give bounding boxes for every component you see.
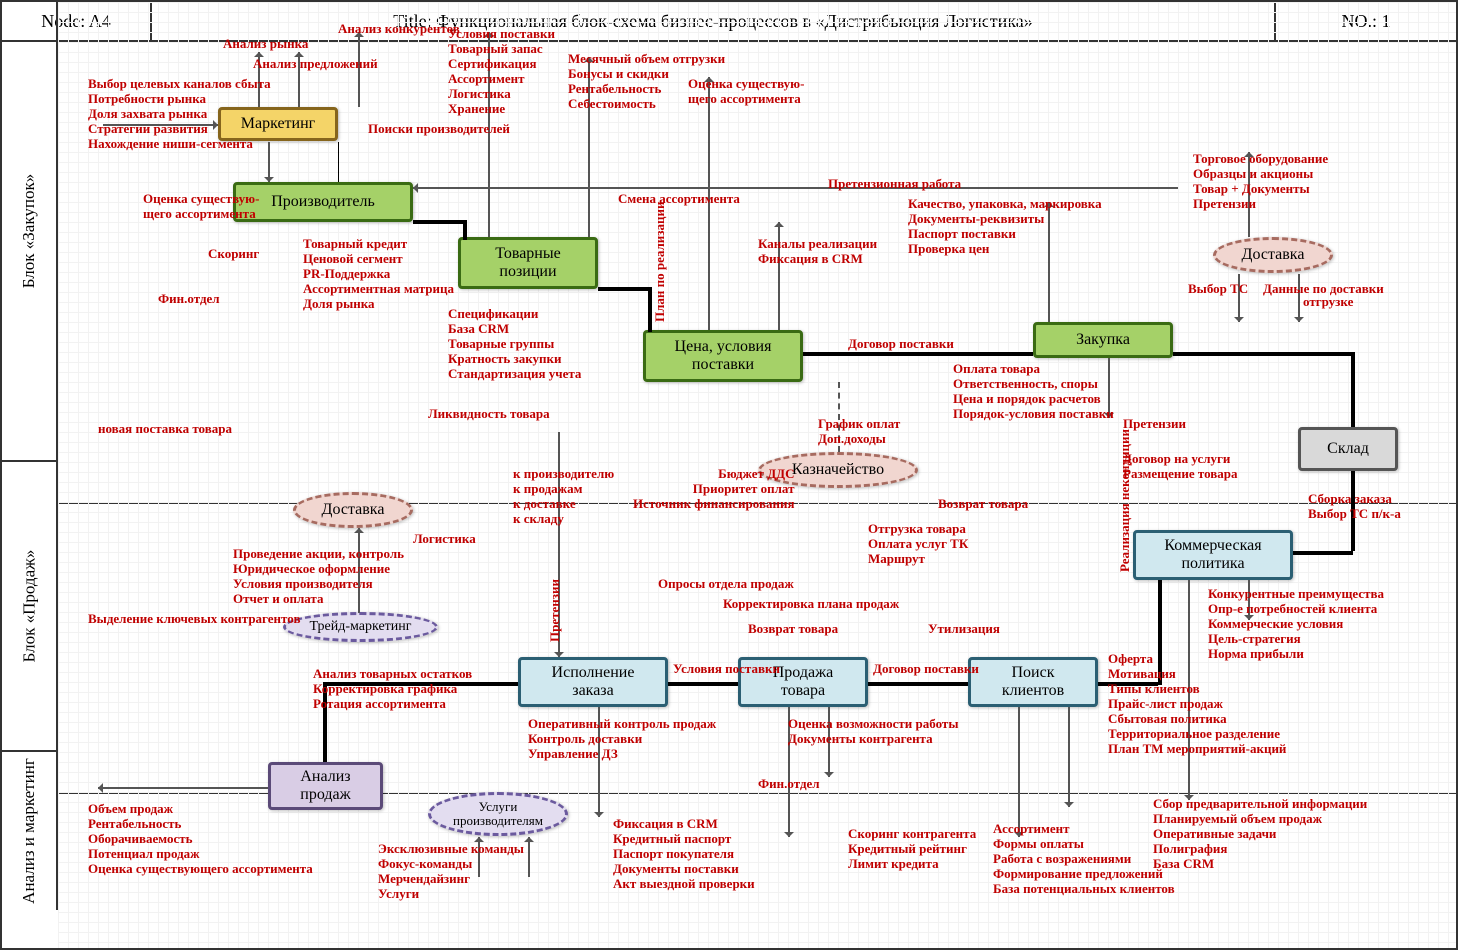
annotation: Договор поставки <box>848 337 954 352</box>
flow-line <box>668 682 738 686</box>
section-rail-analysis: Анализ и маркетинг <box>2 752 58 910</box>
flow-line <box>1173 352 1353 356</box>
annotation: Размещение товара <box>1123 467 1238 482</box>
annotation: Фин.отдел <box>158 292 220 307</box>
annotation: Утилизация <box>928 622 1000 637</box>
annotation: Скоринг контрагентаКредитный рейтингЛими… <box>848 827 976 872</box>
flow-line <box>1293 551 1353 555</box>
connector <box>98 787 268 789</box>
node-warehouse: Склад <box>1298 427 1398 471</box>
annotation: Оценка существую-щего ассортимента <box>688 77 804 107</box>
annotation: Реализация некондиции <box>1118 429 1133 572</box>
diagram-canvas: Маркетинг Производитель Товарные позиции… <box>58 2 1456 948</box>
annotation: Условия поставкиТоварный запасСертификац… <box>448 27 555 117</box>
node-trade-marketing: Трейд-маркетинг <box>283 612 438 642</box>
annotation: АссортиментФормы оплатыРабота с возражен… <box>993 822 1175 897</box>
connector <box>413 187 558 189</box>
annotation: Оперативный контроль продажКонтроль дост… <box>528 717 716 762</box>
node-delivery-1: Доставка <box>1213 237 1333 273</box>
node-delivery-2: Доставка <box>293 492 413 528</box>
node-product-items: Товарные позиции <box>458 237 598 289</box>
annotation: Поиски производителей <box>368 122 510 137</box>
annotation: Анализ конкурентов <box>338 22 460 37</box>
annotation: Опросы отдела продаж <box>658 577 794 592</box>
diagram-page: Node: A4 Title: Функциональная блок-схем… <box>0 0 1458 950</box>
node-commercial-policy: Коммерческая политика <box>1133 530 1293 580</box>
annotation: Корректировка плана продаж <box>723 597 899 612</box>
annotation: План по реализации <box>653 202 668 322</box>
annotation: Отгрузка товараОплата услуг ТКМаршрут <box>868 522 968 567</box>
section-label: Блок «Закупок» <box>19 174 39 288</box>
annotation: Скоринг <box>208 247 259 262</box>
annotation: Претензионная работа <box>828 177 961 192</box>
annotation: Анализ предложений <box>253 57 378 72</box>
annotation: новая поставка товара <box>98 422 232 437</box>
annotation: СпецификацииБаза CRMТоварные группыКратн… <box>448 307 581 382</box>
annotation: ОфертаМотивацияТипы клиентовПрайс-лист п… <box>1108 652 1286 757</box>
node-manufacturer-services: Услуги производителям <box>428 792 568 836</box>
annotation: Анализ товарных остатковКорректировка гр… <box>313 667 472 712</box>
annotation: Товарный кредитЦеновой сегментPR-Поддерж… <box>303 237 454 312</box>
flow-line <box>1351 352 1355 427</box>
node-purchase: Закупка <box>1033 322 1173 358</box>
annotation: Условия поставки <box>673 662 780 677</box>
annotation: Оценка существую-щего ассортимента <box>143 192 259 222</box>
node-manufacturer: Производитель <box>233 182 413 222</box>
annotation: Анализ рынка <box>223 37 308 52</box>
node-client-search: Поиск клиентов <box>968 657 1098 707</box>
annotation: отгрузке <box>1303 295 1353 310</box>
annotation: Ликвидность товара <box>428 407 550 422</box>
annotation: Выбор ТС <box>1188 282 1248 297</box>
annotation: Сбор предварительной информацииПланируем… <box>1153 797 1367 872</box>
annotation: Договор на услуги <box>1123 452 1230 467</box>
annotation: к производителюк продажамк доставкек скл… <box>513 467 614 527</box>
section-rail-sales: Блок «Продаж» <box>2 462 58 752</box>
annotation: График оплатДоп.доходы <box>818 417 900 447</box>
connector <box>1068 707 1070 807</box>
annotation: Оплата товараОтветственность, спорыЦена … <box>953 362 1114 422</box>
node-price-terms: Цена, условия поставки <box>643 330 803 382</box>
flow-line <box>868 682 968 686</box>
flow-line <box>463 220 467 240</box>
annotation: Конкурентные преимуществаОпр-е потребнос… <box>1208 587 1384 662</box>
annotation: Бюджет ДДСПриоритет оплатИсточник финанс… <box>633 467 794 512</box>
annotation: Выбор целевых каналов сбытаПотребности р… <box>88 77 271 152</box>
annotation: Логистика <box>413 532 476 547</box>
connector <box>528 837 530 877</box>
connector <box>1018 707 1020 837</box>
annotation: Сборка заказаВыбор ТС п/к-а <box>1308 492 1401 522</box>
annotation: Претензии <box>548 579 563 642</box>
annotation: Возврат товара <box>938 497 1028 512</box>
annotation: Фиксация в CRMКредитный паспортПаспорт п… <box>613 817 755 892</box>
annotation: Каналы реализацииФиксация в CRM <box>758 237 877 267</box>
node-order-execution: Исполнение заказа <box>518 657 668 707</box>
annotation: Качество, упаковка, маркировкаДокументы-… <box>908 197 1102 257</box>
annotation: Объем продажРентабельностьОборачиваемост… <box>88 802 313 877</box>
annotation: Смена ассортимента <box>618 192 740 207</box>
section-label: Анализ и маркетинг <box>19 758 39 904</box>
annotation: Торговое оборудованиеОбразцы и акционыТо… <box>1193 152 1328 212</box>
annotation: Возврат товара <box>748 622 838 637</box>
flow-line <box>598 287 648 291</box>
flow-line <box>413 220 463 224</box>
section-label: Блок «Продаж» <box>19 550 39 663</box>
section-rail-purchasing: Блок «Закупок» <box>2 2 58 462</box>
flow-line <box>803 352 1033 356</box>
annotation: Проведение акции, контрольЮридическое оф… <box>233 547 404 607</box>
annotation: Эксклюзивные командыФокус-командыМерченд… <box>378 842 524 902</box>
annotation: Оценка возможности работыДокументы контр… <box>788 717 958 747</box>
flow-line <box>338 142 339 182</box>
annotation: Фин.отдел <box>758 777 820 792</box>
annotation: Договор поставки <box>873 662 979 677</box>
annotation: Выделение ключевых контрагентов <box>88 612 300 627</box>
